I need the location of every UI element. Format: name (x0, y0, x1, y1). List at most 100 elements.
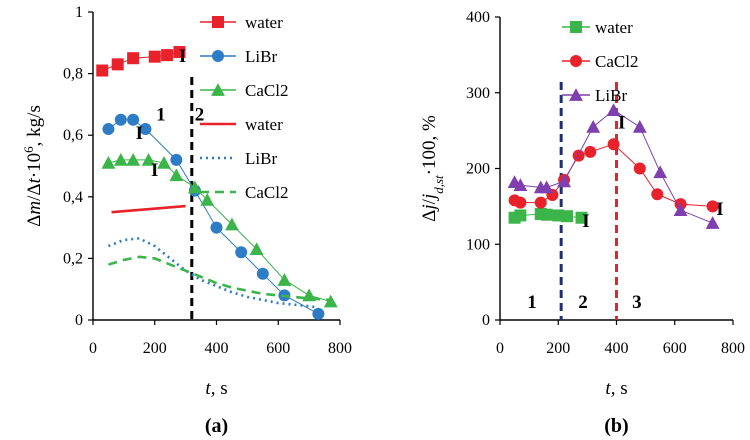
x-tick-label: 600 (266, 340, 290, 357)
data-point (575, 211, 588, 224)
data-point (148, 50, 161, 63)
data-point (96, 64, 109, 77)
data-point (256, 267, 269, 280)
data-point (312, 307, 325, 320)
data-point (102, 123, 115, 136)
x-tick-label: 400 (205, 340, 229, 357)
data-point (651, 188, 664, 201)
data-point (157, 156, 171, 169)
data-point (126, 152, 141, 166)
data-point (514, 196, 527, 209)
data-point (127, 113, 140, 126)
legend-b: water CaCl2 LiBr (562, 18, 638, 105)
x-tick-label: 800 (328, 340, 352, 357)
data-point (584, 145, 597, 158)
x-tick-label: 0 (496, 340, 504, 357)
ylabel-part: / (419, 198, 440, 204)
data-point (114, 113, 127, 126)
legend-label: CaCl2 (245, 81, 288, 100)
legend-swatch-marker (570, 55, 582, 67)
data-point (673, 203, 688, 217)
data-point (169, 168, 184, 182)
series-line (111, 204, 186, 214)
series-LiBr-marker (507, 103, 720, 229)
legend-label: CaCl2 (595, 52, 638, 71)
series-LiBr-marker (102, 113, 325, 320)
y-axis-label: Δj/jd,st·100, % (419, 115, 446, 222)
ylabel-part: 6 (21, 146, 36, 153)
annotation-label: 2 (195, 105, 205, 126)
panel-label: (a) (205, 415, 228, 437)
x-tick-label: 800 (721, 340, 745, 357)
data-point (540, 208, 553, 221)
x-tick-label: 200 (143, 340, 167, 357)
legend-swatch-marker (212, 16, 224, 28)
y-tick-label: 400 (466, 9, 490, 26)
series-line (107, 237, 319, 309)
x-axis-label: t, s (605, 378, 627, 399)
y-tick-label: 0,8 (63, 66, 83, 83)
x-axis-label-unit: , s (611, 378, 628, 399)
legend-a: water LiBr CaCl2 water LiBr CaCl2 (200, 13, 288, 202)
y-tick-label: 0 (75, 312, 83, 329)
series-water-line (111, 204, 186, 214)
series-water-marker (96, 46, 186, 77)
annotation-label: I (618, 113, 625, 134)
annotation-label: 1 (156, 105, 166, 126)
legend-label: water (245, 13, 283, 32)
chart-panel-a: 0 200 400 600 800 0 0,2 0,4 0,6 0,8 1 water LiBr CaCl… (21, 4, 353, 437)
series-CaCl2-marker (508, 138, 719, 213)
data-point (539, 180, 554, 194)
annotation-label: 1 (527, 292, 537, 313)
data-point (173, 46, 186, 59)
ylabel-part: ·100, % (419, 115, 440, 175)
data-point (323, 294, 338, 308)
legend-label: water (595, 18, 633, 37)
data-point (200, 192, 215, 206)
legend-label: LiBr (245, 149, 277, 168)
y-tick-label: 0,6 (63, 127, 83, 144)
data-point (653, 165, 668, 179)
data-point (249, 242, 264, 256)
data-point (141, 152, 156, 166)
data-point (633, 162, 646, 175)
data-point (225, 217, 239, 231)
data-point (210, 221, 223, 234)
data-point (127, 52, 140, 65)
x-tick-label: 200 (546, 340, 570, 357)
data-point (632, 119, 647, 133)
x-tick-label: 0 (89, 340, 97, 357)
data-point (607, 138, 620, 151)
data-point (534, 196, 547, 209)
series-LiBr-line (107, 237, 319, 309)
y-tick-label: 1 (75, 4, 83, 21)
x-axis-label-var: t (605, 378, 611, 399)
y-tick-label: 200 (466, 161, 490, 178)
data-point (101, 156, 116, 169)
panel-label: (b) (604, 415, 628, 437)
ylabel-part: /Δ (24, 183, 45, 201)
data-point (514, 209, 527, 222)
legend-swatch-marker (211, 83, 225, 96)
data-point (139, 123, 152, 136)
data-point (170, 153, 183, 166)
data-point (586, 119, 601, 133)
y-axis-label: Δm/Δt·106, kg/s (21, 105, 46, 227)
annotation-label: I (151, 160, 158, 181)
data-point (572, 149, 585, 162)
y-tick-label: 0,4 (63, 189, 83, 206)
ylabel-part: j (419, 204, 440, 212)
ylabel-part: d,st (431, 175, 446, 194)
x-axis-label-unit: , s (211, 378, 228, 399)
data-point (113, 152, 128, 166)
legend-swatch-marker (570, 21, 582, 33)
legend-swatch-marker (212, 50, 224, 62)
data-point (235, 246, 248, 259)
x-axis-label-var: t (205, 378, 211, 399)
ylabel-part: ·10 (24, 153, 45, 178)
data-point (705, 216, 720, 229)
legend-label: CaCl2 (245, 183, 288, 202)
x-axis-label: t, s (205, 378, 227, 399)
y-tick-label: 100 (466, 236, 490, 253)
